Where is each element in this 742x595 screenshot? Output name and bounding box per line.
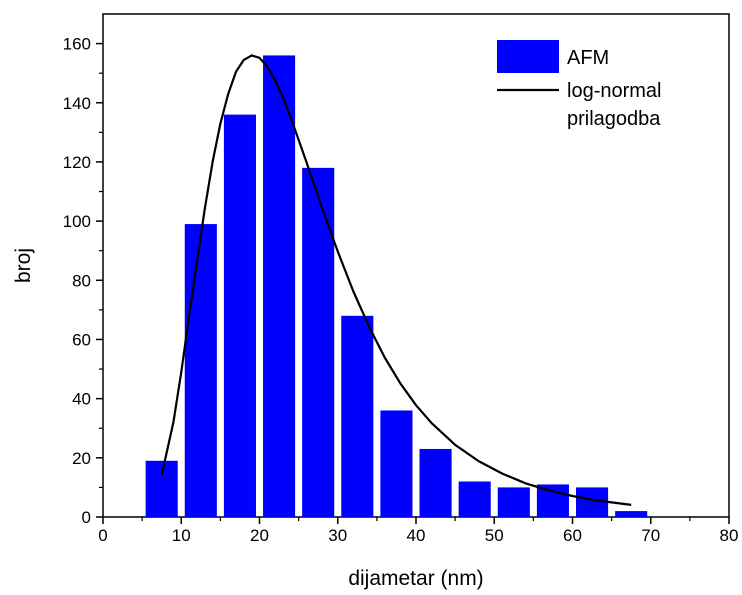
y-axis-title: broj [12, 248, 35, 283]
y-tick-label-5: 100 [63, 212, 91, 231]
bars [145, 55, 648, 518]
y-tick-label-4: 80 [72, 271, 91, 290]
x-axis-title: dijametar (nm) [348, 567, 483, 590]
fit-curve-layer [160, 54, 632, 506]
x-tick-label-8: 80 [720, 526, 739, 545]
y-tick-label-3: 60 [72, 330, 91, 349]
histogram-bar-0 [145, 460, 178, 517]
legend-swatch-afm [497, 40, 559, 73]
histogram-bar-5 [341, 315, 374, 517]
histogram-bar-8 [458, 481, 491, 517]
y-tick-label-6: 120 [63, 153, 91, 172]
x-tick-label-4: 40 [407, 526, 426, 545]
axes: 0 10 20 30 40 50 60 70 80 0 20 40 60 80 100 120 140 160 [63, 35, 739, 545]
histogram-bar-6 [380, 410, 413, 517]
legend: AFM log-normal prilagodba [497, 40, 661, 130]
histogram-bar-2 [223, 114, 256, 517]
y-tick-label-0: 0 [82, 508, 91, 527]
histogram-bar-1 [184, 224, 217, 517]
legend-label-afm: AFM [567, 47, 609, 69]
y-tick-label-7: 140 [63, 94, 91, 113]
legend-label-fit-1: prilagodba [567, 108, 661, 130]
x-tick-label-3: 30 [328, 526, 347, 545]
y-tick-label-1: 20 [72, 449, 91, 468]
histogram-bar-12 [615, 511, 648, 517]
x-tick-label-6: 60 [563, 526, 582, 545]
x-tick-label-7: 70 [641, 526, 660, 545]
y-tick-label-2: 40 [72, 390, 91, 409]
x-tick-label-2: 20 [250, 526, 269, 545]
histogram-bar-9 [497, 487, 530, 517]
histogram-bar-3 [263, 55, 296, 518]
legend-label-fit-0: log-normal [567, 80, 661, 102]
y-tick-label-8: 160 [63, 35, 91, 54]
histogram-bar-7 [419, 448, 452, 517]
x-tick-label-1: 10 [172, 526, 191, 545]
histogram-bar-4 [302, 167, 335, 517]
log-normal-fit-curve [160, 54, 632, 506]
x-tick-label-0: 0 [98, 526, 107, 545]
x-tick-label-5: 50 [485, 526, 504, 545]
histogram-bar-10 [536, 484, 569, 517]
